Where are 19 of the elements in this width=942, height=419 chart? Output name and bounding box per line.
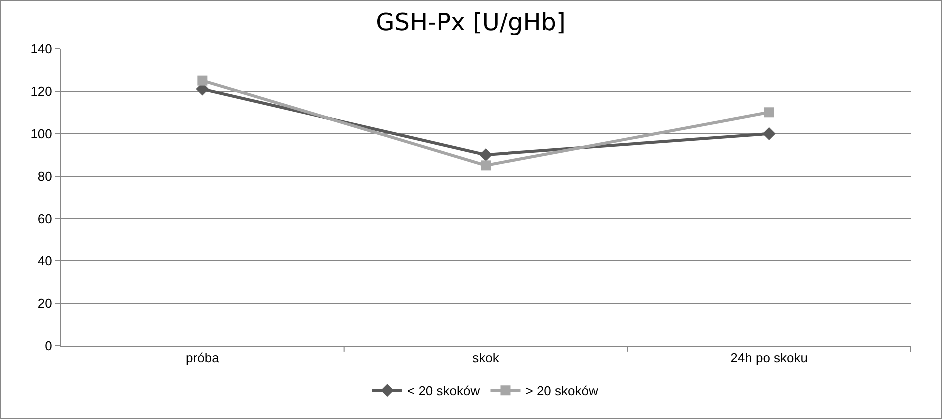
y-tick-label: 100: [30, 126, 52, 142]
point: [198, 76, 208, 86]
chart-title: GSH-Px [U/gHb]: [376, 8, 566, 36]
y-tick-label: 140: [30, 42, 52, 57]
y-tick-label: 120: [30, 84, 52, 99]
legend-label: > 20 skoków: [526, 384, 599, 399]
point: [481, 160, 491, 171]
point: [762, 127, 776, 140]
legend-label: < 20 skoków: [408, 384, 481, 399]
y-tick-label: 80: [38, 168, 52, 184]
y-tick-label: 0: [45, 338, 52, 354]
point: [480, 148, 492, 162]
point: [764, 108, 774, 118]
y-tick-label: 60: [38, 211, 52, 226]
x-tick-label: próba: [186, 350, 220, 366]
x-tick-label: skok: [472, 350, 500, 366]
y-tick-label: 20: [38, 296, 52, 312]
y-tick-label: 40: [38, 254, 52, 269]
x-tick-label: 24h po skoku: [730, 350, 808, 366]
